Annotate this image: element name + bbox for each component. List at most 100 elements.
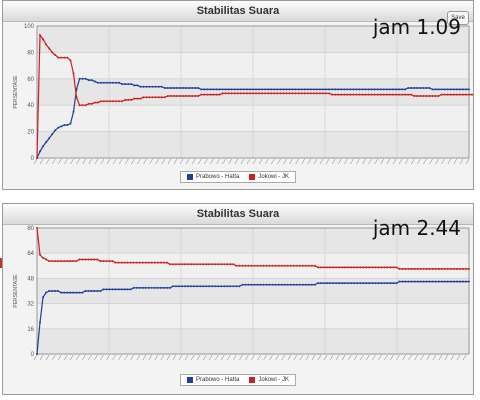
x-tick-label (462, 354, 467, 361)
data-point (379, 93, 382, 96)
data-point (236, 92, 239, 95)
data-point (218, 88, 221, 91)
data-point (187, 285, 190, 288)
data-point (215, 93, 218, 96)
data-point (270, 88, 273, 91)
x-tick-label (317, 354, 322, 361)
data-point (144, 286, 147, 289)
data-point (236, 88, 239, 91)
data-point (159, 286, 162, 289)
data-point (368, 266, 371, 269)
data-point (193, 285, 196, 288)
x-tick-label (88, 158, 92, 165)
data-point (286, 283, 289, 286)
x-tick-label (319, 158, 324, 165)
data-point (422, 87, 425, 90)
data-point (169, 87, 172, 90)
data-point (309, 88, 312, 91)
data-point (217, 263, 220, 266)
data-point (461, 280, 464, 283)
x-tick-label (269, 354, 273, 361)
save-button[interactable]: Save (447, 11, 469, 25)
data-point (188, 94, 191, 97)
x-tick-label (209, 354, 213, 361)
data-point (54, 129, 57, 132)
data-point (81, 77, 84, 80)
chart-legend: Prabowo - Hatta Jokowi - JK (179, 374, 297, 386)
data-point (356, 282, 359, 285)
legend-swatch (249, 174, 256, 180)
data-point (93, 290, 96, 292)
data-point (361, 93, 364, 96)
x-tick-label (82, 158, 86, 165)
data-point (301, 283, 304, 286)
x-tick-label (173, 158, 178, 165)
plot-frame (36, 227, 470, 355)
data-point (54, 260, 57, 263)
data-point (321, 92, 324, 95)
data-point (130, 98, 133, 101)
data-point (416, 94, 419, 97)
data-point (93, 80, 96, 83)
data-point (401, 267, 404, 270)
data-point (270, 92, 273, 95)
x-tick-label (447, 158, 451, 165)
data-point (156, 286, 159, 289)
data-point (315, 92, 318, 95)
x-tick-label (329, 354, 334, 361)
data-point (455, 88, 458, 91)
data-point (191, 94, 194, 97)
x-tick-label (441, 158, 445, 165)
data-point (464, 267, 467, 270)
data-point (105, 81, 108, 84)
data-point (437, 267, 440, 270)
data-point (126, 261, 129, 264)
data-point (353, 282, 356, 285)
data-point (367, 88, 370, 91)
x-tick-label (82, 354, 86, 361)
data-point (352, 88, 355, 91)
data-point (256, 264, 259, 267)
data-point (416, 267, 419, 270)
x-tick-label (154, 354, 159, 361)
data-point (455, 93, 458, 96)
data-point (42, 145, 45, 148)
data-point (288, 88, 291, 91)
data-point (163, 87, 166, 90)
data-point (446, 267, 449, 270)
x-tick-label (228, 158, 232, 165)
data-point (410, 280, 413, 283)
data-point (242, 92, 245, 95)
data-point (145, 96, 148, 99)
data-point (289, 283, 292, 286)
data-point (69, 59, 72, 62)
x-tick-label (155, 158, 159, 165)
data-point (419, 280, 422, 283)
data-point (256, 283, 259, 286)
data-point (461, 93, 464, 96)
data-point (232, 285, 235, 288)
x-tick-label (137, 158, 141, 165)
data-point (111, 288, 114, 291)
x-tick-label (64, 158, 68, 165)
data-point (36, 157, 38, 159)
chart-legend: Prabowo - Hatta Jokowi - JK (179, 171, 297, 183)
x-tick-label (386, 158, 391, 165)
data-point (193, 263, 196, 266)
data-point (172, 94, 175, 97)
data-point (362, 282, 365, 285)
data-point (154, 85, 157, 88)
x-tick-label (130, 354, 134, 361)
data-point (285, 88, 288, 91)
x-tick-label (252, 158, 257, 165)
x-tick-label (378, 354, 382, 361)
data-point (244, 264, 247, 267)
data-point (242, 88, 245, 91)
data-point (306, 88, 309, 91)
data-point (241, 283, 244, 286)
data-point (321, 88, 324, 91)
x-tick-label (142, 354, 146, 361)
data-point (93, 258, 96, 261)
data-point (338, 282, 341, 285)
x-tick-label (215, 354, 219, 361)
